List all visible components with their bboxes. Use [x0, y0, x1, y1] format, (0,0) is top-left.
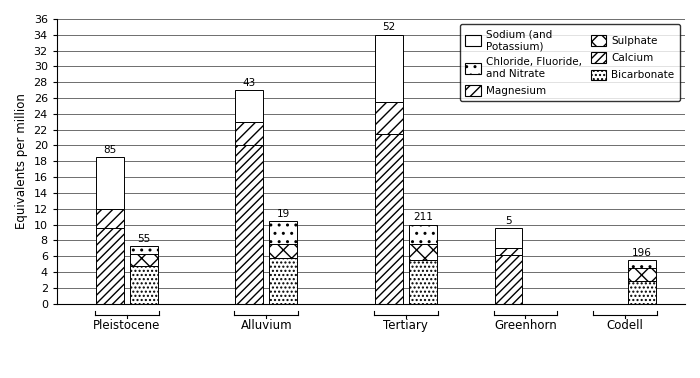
Bar: [270, 244, 297, 258]
Bar: [96, 157, 124, 209]
Text: 85: 85: [103, 145, 116, 155]
Bar: [235, 122, 263, 146]
Text: Alluvium: Alluvium: [240, 319, 292, 332]
Text: Tertiary: Tertiary: [384, 319, 428, 332]
Text: 196: 196: [632, 248, 652, 258]
Bar: [495, 248, 522, 254]
Y-axis label: Equivalents per million: Equivalents per million: [15, 93, 28, 229]
Bar: [130, 254, 158, 266]
Text: Codell: Codell: [607, 319, 643, 332]
Text: 5: 5: [505, 216, 512, 226]
Bar: [495, 254, 522, 304]
Bar: [375, 35, 402, 102]
Bar: [409, 225, 437, 244]
Text: 55: 55: [137, 234, 150, 243]
Bar: [375, 102, 402, 134]
Text: 211: 211: [413, 212, 433, 222]
Bar: [96, 228, 124, 304]
Bar: [409, 244, 437, 260]
Bar: [409, 260, 437, 304]
Bar: [628, 268, 656, 282]
Bar: [96, 209, 124, 228]
Text: Pleistocene: Pleistocene: [93, 319, 160, 332]
Bar: [628, 282, 656, 304]
Text: 19: 19: [276, 209, 290, 219]
Text: Greenhorn: Greenhorn: [494, 319, 556, 332]
Bar: [130, 246, 158, 254]
Bar: [130, 266, 158, 304]
Legend: Sodium (and
Potassium), Chloride, Fluoride,
and Nitrate, Magnesium, Sulphate, Ca: Sodium (and Potassium), Chloride, Fluori…: [461, 24, 680, 101]
Bar: [375, 134, 402, 304]
Bar: [270, 258, 297, 304]
Bar: [270, 222, 297, 244]
Text: 43: 43: [243, 78, 256, 88]
Bar: [235, 146, 263, 304]
Bar: [235, 90, 263, 122]
Bar: [628, 260, 656, 268]
Bar: [495, 228, 522, 248]
Text: 52: 52: [382, 22, 396, 33]
